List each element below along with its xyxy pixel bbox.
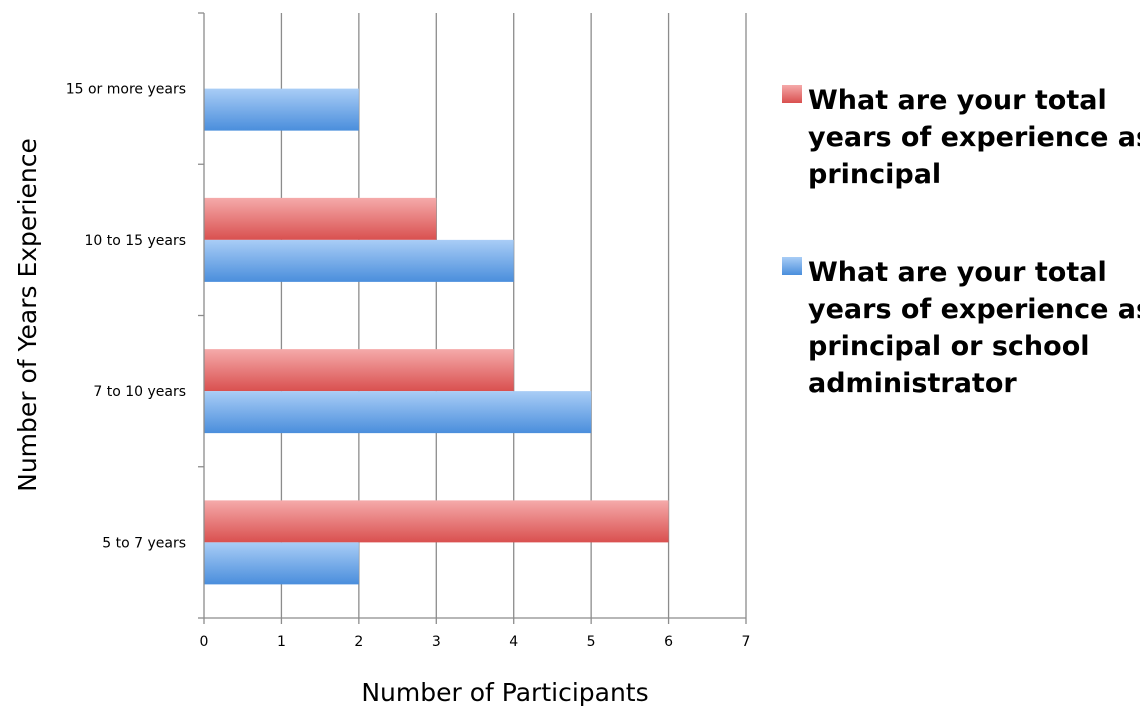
y-tick-label: 10 to 15 years (84, 233, 186, 249)
legend: What are your total years of experience a… (782, 85, 1140, 399)
x-tick-label: 7 (742, 634, 751, 650)
bar-series-2 (204, 391, 592, 434)
y-tick-label: 5 to 7 years (102, 535, 186, 551)
bar-series-1 (204, 197, 437, 240)
x-tick-label: 6 (664, 634, 673, 650)
bar-series-2 (204, 239, 514, 282)
x-tick-label: 4 (509, 634, 518, 650)
bar-series-1 (204, 349, 514, 392)
bars (204, 88, 669, 585)
legend-label-2: What are your total years of experience a… (808, 257, 1140, 399)
x-tick-label: 1 (277, 634, 286, 650)
tick-labels: 0 1 2 3 4 5 6 7 5 to 7 years 7 to 10 years 10 to 1… (66, 82, 751, 650)
x-tick-label: 2 (354, 634, 363, 650)
y-axis-title: Number of Years Experience (13, 138, 42, 492)
axes (198, 12, 747, 624)
x-tick-label: 0 (200, 634, 209, 650)
legend-swatch-2 (782, 257, 802, 275)
legend-swatch-1 (782, 85, 802, 103)
x-tick-label: 5 (587, 634, 596, 650)
y-tick-label: 7 to 10 years (93, 384, 186, 400)
bar-series-2 (204, 542, 359, 585)
x-axis-title: Number of Participants (361, 678, 648, 707)
bar-series-2 (204, 88, 359, 131)
legend-label-1: What are your total years of experience a… (808, 85, 1140, 190)
x-tick-label: 3 (432, 634, 441, 650)
bar-series-1 (204, 500, 669, 543)
y-tick-label: 15 or more years (66, 82, 186, 98)
